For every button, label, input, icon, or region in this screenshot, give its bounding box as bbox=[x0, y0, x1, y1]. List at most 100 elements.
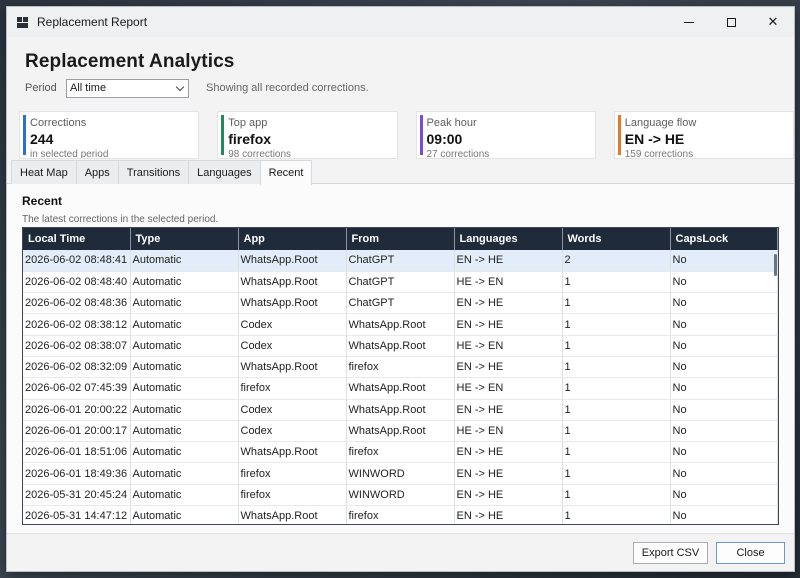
summary-card: Corrections 244 in selected period bbox=[19, 111, 200, 159]
table-cell: Automatic bbox=[130, 420, 239, 443]
table-cell: ChatGPT bbox=[346, 292, 455, 315]
tab-strip: Heat Map Apps Transitions Languages Recent bbox=[7, 160, 794, 185]
table-cell: firefox bbox=[346, 505, 455, 524]
table-cell: No bbox=[670, 462, 778, 485]
chevron-down-icon bbox=[175, 82, 185, 91]
table-cell: Automatic bbox=[130, 462, 239, 485]
card-value: 09:00 bbox=[426, 131, 463, 147]
period-select[interactable]: All time bbox=[66, 78, 189, 98]
table-row[interactable]: 2026-06-02 08:48:40 Automatic WhatsApp.Roo… bbox=[23, 271, 778, 294]
card-subtext: in selected period bbox=[30, 149, 109, 159]
panel-title: Recent bbox=[22, 194, 63, 208]
maximize-icon bbox=[726, 17, 736, 27]
table-cell: Automatic bbox=[130, 356, 239, 379]
table-row[interactable]: 2026-06-02 08:38:07 Automatic Codex WhatsAp… bbox=[23, 335, 778, 357]
table-cell: Automatic bbox=[130, 484, 239, 507]
table-cell: WhatsApp.Root bbox=[238, 250, 347, 272]
table-cell: 2026-06-02 08:38:07 bbox=[23, 335, 131, 357]
table-cell: ChatGPT bbox=[346, 250, 455, 272]
table-cell: Automatic bbox=[130, 250, 239, 272]
table-cell: No bbox=[670, 292, 778, 315]
table-cell: 2026-06-01 18:51:06 bbox=[23, 441, 131, 464]
column-header[interactable]: CapsLock bbox=[670, 228, 778, 250]
card-value: 244 bbox=[30, 131, 54, 147]
card-subtext: 159 corrections bbox=[624, 149, 694, 159]
vertical-scrollbar[interactable] bbox=[772, 252, 778, 524]
table-cell: 1 bbox=[562, 377, 671, 400]
card-label: Top app bbox=[228, 117, 268, 129]
table-cell: HE -> EN bbox=[454, 420, 563, 443]
minimize-icon bbox=[684, 21, 694, 23]
table-cell: 2026-06-02 08:48:41 bbox=[23, 250, 131, 272]
table-cell: 1 bbox=[562, 420, 671, 443]
title-bar[interactable]: Replacement Report ✕ bbox=[7, 7, 794, 37]
table-cell: 1 bbox=[562, 441, 671, 464]
table-cell: firefox bbox=[346, 356, 455, 379]
period-label: Period bbox=[25, 82, 57, 94]
table-row[interactable]: 2026-06-02 08:48:36 Automatic WhatsApp.Roo… bbox=[23, 292, 778, 315]
column-header[interactable]: From bbox=[346, 228, 455, 250]
minimize-button[interactable] bbox=[668, 7, 710, 37]
recent-grid[interactable]: Local Time Type App From Languages Words CapsL… bbox=[22, 227, 779, 525]
table-row[interactable]: 2026-05-31 20:45:24 Automatic firefox WINWO… bbox=[23, 484, 778, 507]
tab-languages[interactable]: Languages bbox=[188, 160, 261, 184]
card-label: Language flow bbox=[624, 117, 697, 129]
table-cell: 2026-06-01 18:49:36 bbox=[23, 462, 131, 485]
table-row[interactable]: 2026-06-02 08:38:12 Automatic Codex WhatsAp… bbox=[23, 313, 778, 336]
column-header[interactable]: Languages bbox=[454, 228, 563, 250]
table-cell: No bbox=[670, 313, 778, 336]
column-header[interactable]: Words bbox=[562, 228, 671, 250]
close-icon: ✕ bbox=[767, 14, 779, 29]
table-cell: EN -> HE bbox=[454, 356, 563, 379]
table-cell: WhatsApp.Root bbox=[238, 356, 347, 379]
close-window-button[interactable]: ✕ bbox=[752, 7, 794, 37]
table-cell: 2026-06-02 08:48:40 bbox=[23, 271, 131, 294]
table-cell: 1 bbox=[562, 505, 671, 524]
table-cell: 1 bbox=[562, 462, 671, 485]
table-cell: No bbox=[670, 420, 778, 443]
table-row[interactable]: 2026-06-01 20:00:22 Automatic Codex WhatsAp… bbox=[23, 399, 778, 421]
column-header[interactable]: App bbox=[238, 228, 347, 250]
tab-heat-map[interactable]: Heat Map bbox=[11, 160, 77, 184]
card-accent bbox=[221, 115, 225, 155]
table-row[interactable]: 2026-06-02 07:45:39 Automatic firefox Whats… bbox=[23, 377, 778, 400]
table-cell: Codex bbox=[238, 399, 347, 421]
close-button[interactable]: Close bbox=[716, 542, 785, 564]
table-row[interactable]: 2026-06-01 20:00:17 Automatic Codex WhatsAp… bbox=[23, 420, 778, 443]
tab-apps[interactable]: Apps bbox=[75, 160, 119, 184]
table-cell: firefox bbox=[238, 462, 347, 485]
scrollbar-thumb[interactable] bbox=[774, 254, 777, 276]
report-window: Replacement Report ✕ Replacement Analyti… bbox=[6, 6, 795, 572]
table-cell: No bbox=[670, 505, 778, 524]
table-cell: 2026-05-31 14:47:12 bbox=[23, 505, 131, 524]
table-cell: 2026-06-02 07:45:39 bbox=[23, 377, 131, 400]
column-header[interactable]: Type bbox=[130, 228, 239, 250]
table-row[interactable]: 2026-05-31 14:47:12 Automatic WhatsApp.Roo… bbox=[23, 505, 778, 524]
table-cell: EN -> HE bbox=[454, 505, 563, 524]
table-cell: 1 bbox=[562, 484, 671, 507]
table-cell: WINWORD bbox=[346, 462, 455, 485]
summary-cards: Corrections 244 in selected period Top app f… bbox=[7, 98, 794, 159]
summary-card: Language flow EN -> HE 159 corrections bbox=[613, 111, 794, 159]
table-cell: 2026-06-01 20:00:17 bbox=[23, 420, 131, 443]
period-hint: Showing all recorded corrections. bbox=[206, 82, 369, 94]
table-cell: EN -> HE bbox=[454, 313, 563, 336]
table-row[interactable]: 2026-06-02 08:48:41 Automatic WhatsApp.Roo… bbox=[23, 250, 778, 272]
column-header[interactable]: Local Time bbox=[23, 228, 131, 250]
table-cell: No bbox=[670, 356, 778, 379]
app-icon bbox=[17, 16, 28, 28]
table-cell: Automatic bbox=[130, 505, 239, 524]
table-cell: WhatsApp.Root bbox=[346, 313, 455, 336]
table-row[interactable]: 2026-06-01 18:51:06 Automatic WhatsApp.Roo… bbox=[23, 441, 778, 464]
table-cell: Automatic bbox=[130, 313, 239, 336]
table-cell: 2 bbox=[562, 250, 671, 272]
table-cell: 1 bbox=[562, 271, 671, 294]
table-row[interactable]: 2026-06-01 18:49:36 Automatic firefox WINWO… bbox=[23, 462, 778, 485]
maximize-button[interactable] bbox=[710, 7, 752, 37]
table-cell: 2026-05-31 20:45:24 bbox=[23, 484, 131, 507]
table-cell: WhatsApp.Root bbox=[346, 399, 455, 421]
tab-transitions[interactable]: Transitions bbox=[117, 160, 190, 184]
table-row[interactable]: 2026-06-02 08:32:09 Automatic WhatsApp.Roo… bbox=[23, 356, 778, 379]
export-csv-button[interactable]: Export CSV bbox=[633, 542, 708, 564]
tab-recent[interactable]: Recent bbox=[259, 160, 313, 185]
